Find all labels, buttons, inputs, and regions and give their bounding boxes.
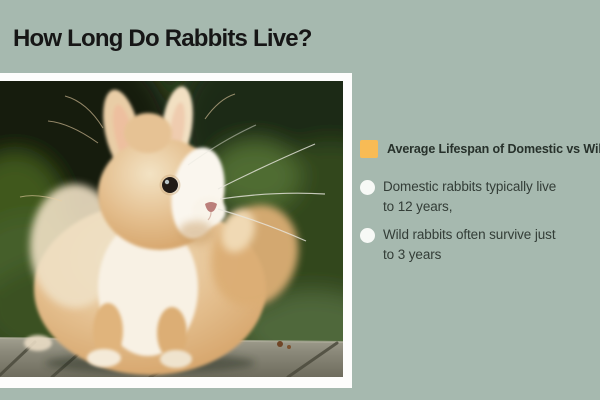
list-item: Wild rabbits often survive just to 3 yea… — [360, 225, 600, 265]
bullet-dot-icon — [360, 228, 375, 243]
legend-label: Average Lifespan of Domestic vs Wild — [387, 142, 600, 156]
bullet-dot-icon — [360, 180, 375, 195]
rabbit-photo-illustration — [0, 81, 343, 377]
page-title: How Long Do Rabbits Live? — [13, 25, 312, 52]
legend-swatch-icon — [360, 140, 378, 158]
bullet-line: Wild rabbits often survive just — [383, 227, 556, 242]
bullet-text: Wild rabbits often survive just to 3 yea… — [383, 225, 556, 265]
bullet-line: Domestic rabbits typically live — [383, 179, 557, 194]
bullet-list: Domestic rabbits typically live to 12 ye… — [360, 177, 600, 265]
list-item: Domestic rabbits typically live to 12 ye… — [360, 177, 600, 217]
info-panel: Average Lifespan of Domestic vs Wild Dom… — [360, 140, 600, 273]
rabbit-photo — [0, 81, 343, 377]
bullet-line: to 12 years, — [383, 199, 453, 214]
photo-frame — [0, 73, 352, 388]
bullet-text: Domestic rabbits typically live to 12 ye… — [383, 177, 556, 217]
legend-row: Average Lifespan of Domestic vs Wild — [360, 140, 600, 158]
bullet-line: to 3 years — [383, 247, 442, 262]
